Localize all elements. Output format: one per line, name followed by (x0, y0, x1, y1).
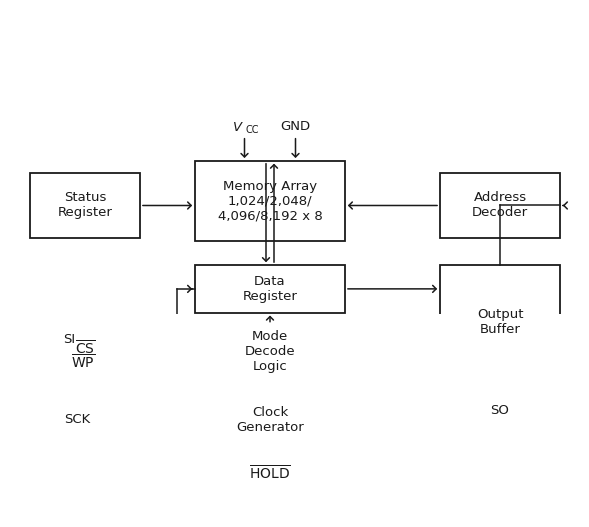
Bar (195, 325, 345, 378)
Bar (440, 173, 560, 238)
Text: V: V (233, 121, 243, 134)
Text: Memory Array
1,024/2,048/
4,096/8,192 x 8: Memory Array 1,024/2,048/ 4,096/8,192 x … (217, 180, 322, 222)
Text: GND: GND (280, 120, 310, 133)
Text: $\overline{\mathregular{CS}}$: $\overline{\mathregular{CS}}$ (74, 339, 95, 358)
Text: Data
Register: Data Register (243, 275, 297, 303)
Bar (30, 173, 140, 238)
Text: SI: SI (63, 333, 75, 346)
Text: Status
Register: Status Register (58, 191, 112, 219)
Text: Address
Decoder: Address Decoder (472, 191, 528, 219)
Text: Mode
Decode
Logic: Mode Decode Logic (244, 330, 295, 373)
Text: Output
Buffer: Output Buffer (477, 308, 523, 336)
Bar (195, 161, 345, 241)
Bar (195, 399, 345, 441)
Text: $\overline{\mathregular{WP}}$: $\overline{\mathregular{WP}}$ (71, 353, 95, 372)
Text: SCK: SCK (64, 413, 90, 426)
Text: Clock
Generator: Clock Generator (236, 406, 304, 434)
Text: CC: CC (246, 125, 259, 135)
Bar (440, 265, 560, 378)
Bar (195, 265, 345, 313)
Text: SO: SO (491, 404, 509, 417)
Text: $\overline{\mathregular{HOLD}}$: $\overline{\mathregular{HOLD}}$ (249, 465, 291, 483)
